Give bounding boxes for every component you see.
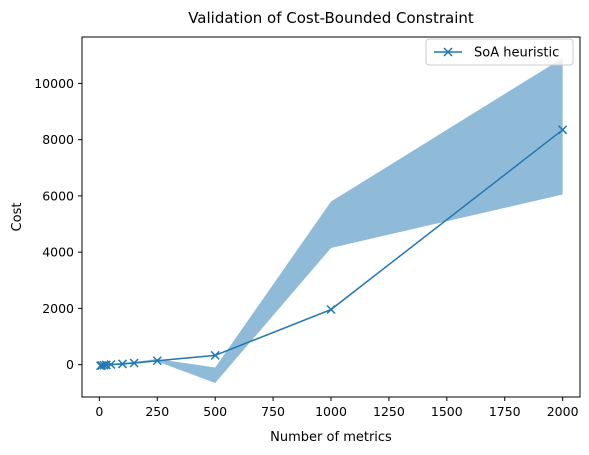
series-layer xyxy=(95,125,568,371)
x-tick-label: 250 xyxy=(145,404,169,419)
y-tick-label: 2000 xyxy=(42,301,74,316)
x-axis: 0 250 500 750 1000 1250 1500 1750 2000 xyxy=(95,397,579,419)
y-tick-label: 6000 xyxy=(42,188,74,203)
legend: SoA heuristic xyxy=(425,38,574,66)
chart-title: Validation of Cost-Bounded Constraint xyxy=(188,9,474,27)
data-point-marker xyxy=(152,356,162,366)
data-point-marker xyxy=(106,359,116,370)
data-point-marker xyxy=(210,350,220,360)
y-axis: 0 2000 4000 6000 8000 10000 xyxy=(34,76,82,372)
x-tick-label: 1000 xyxy=(315,404,347,419)
data-point-marker xyxy=(326,305,336,315)
confidence-band-layer xyxy=(100,58,563,383)
data-point-marker xyxy=(558,125,568,135)
x-tick-label: 1250 xyxy=(373,404,405,419)
x-tick-label: 750 xyxy=(261,404,285,419)
y-tick-label: 8000 xyxy=(42,132,74,147)
x-tick-label: 0 xyxy=(95,404,103,419)
data-point-marker xyxy=(129,358,139,368)
y-tick-label: 0 xyxy=(66,357,74,372)
legend-label: SoA heuristic xyxy=(474,46,559,61)
legend-box xyxy=(425,38,574,66)
x-tick-label: 2000 xyxy=(547,404,579,419)
x-tick-label: 1750 xyxy=(489,404,521,419)
data-point-marker xyxy=(118,359,128,369)
confidence-band xyxy=(100,58,563,383)
y-axis-label: Cost xyxy=(10,203,25,232)
x-tick-label: 500 xyxy=(203,404,227,419)
legend-marker-x-icon xyxy=(443,47,453,57)
y-tick-label: 4000 xyxy=(42,245,74,260)
y-tick-label: 10000 xyxy=(34,76,74,91)
x-axis-label: Number of metrics xyxy=(270,430,392,445)
x-tick-label: 1500 xyxy=(431,404,463,419)
